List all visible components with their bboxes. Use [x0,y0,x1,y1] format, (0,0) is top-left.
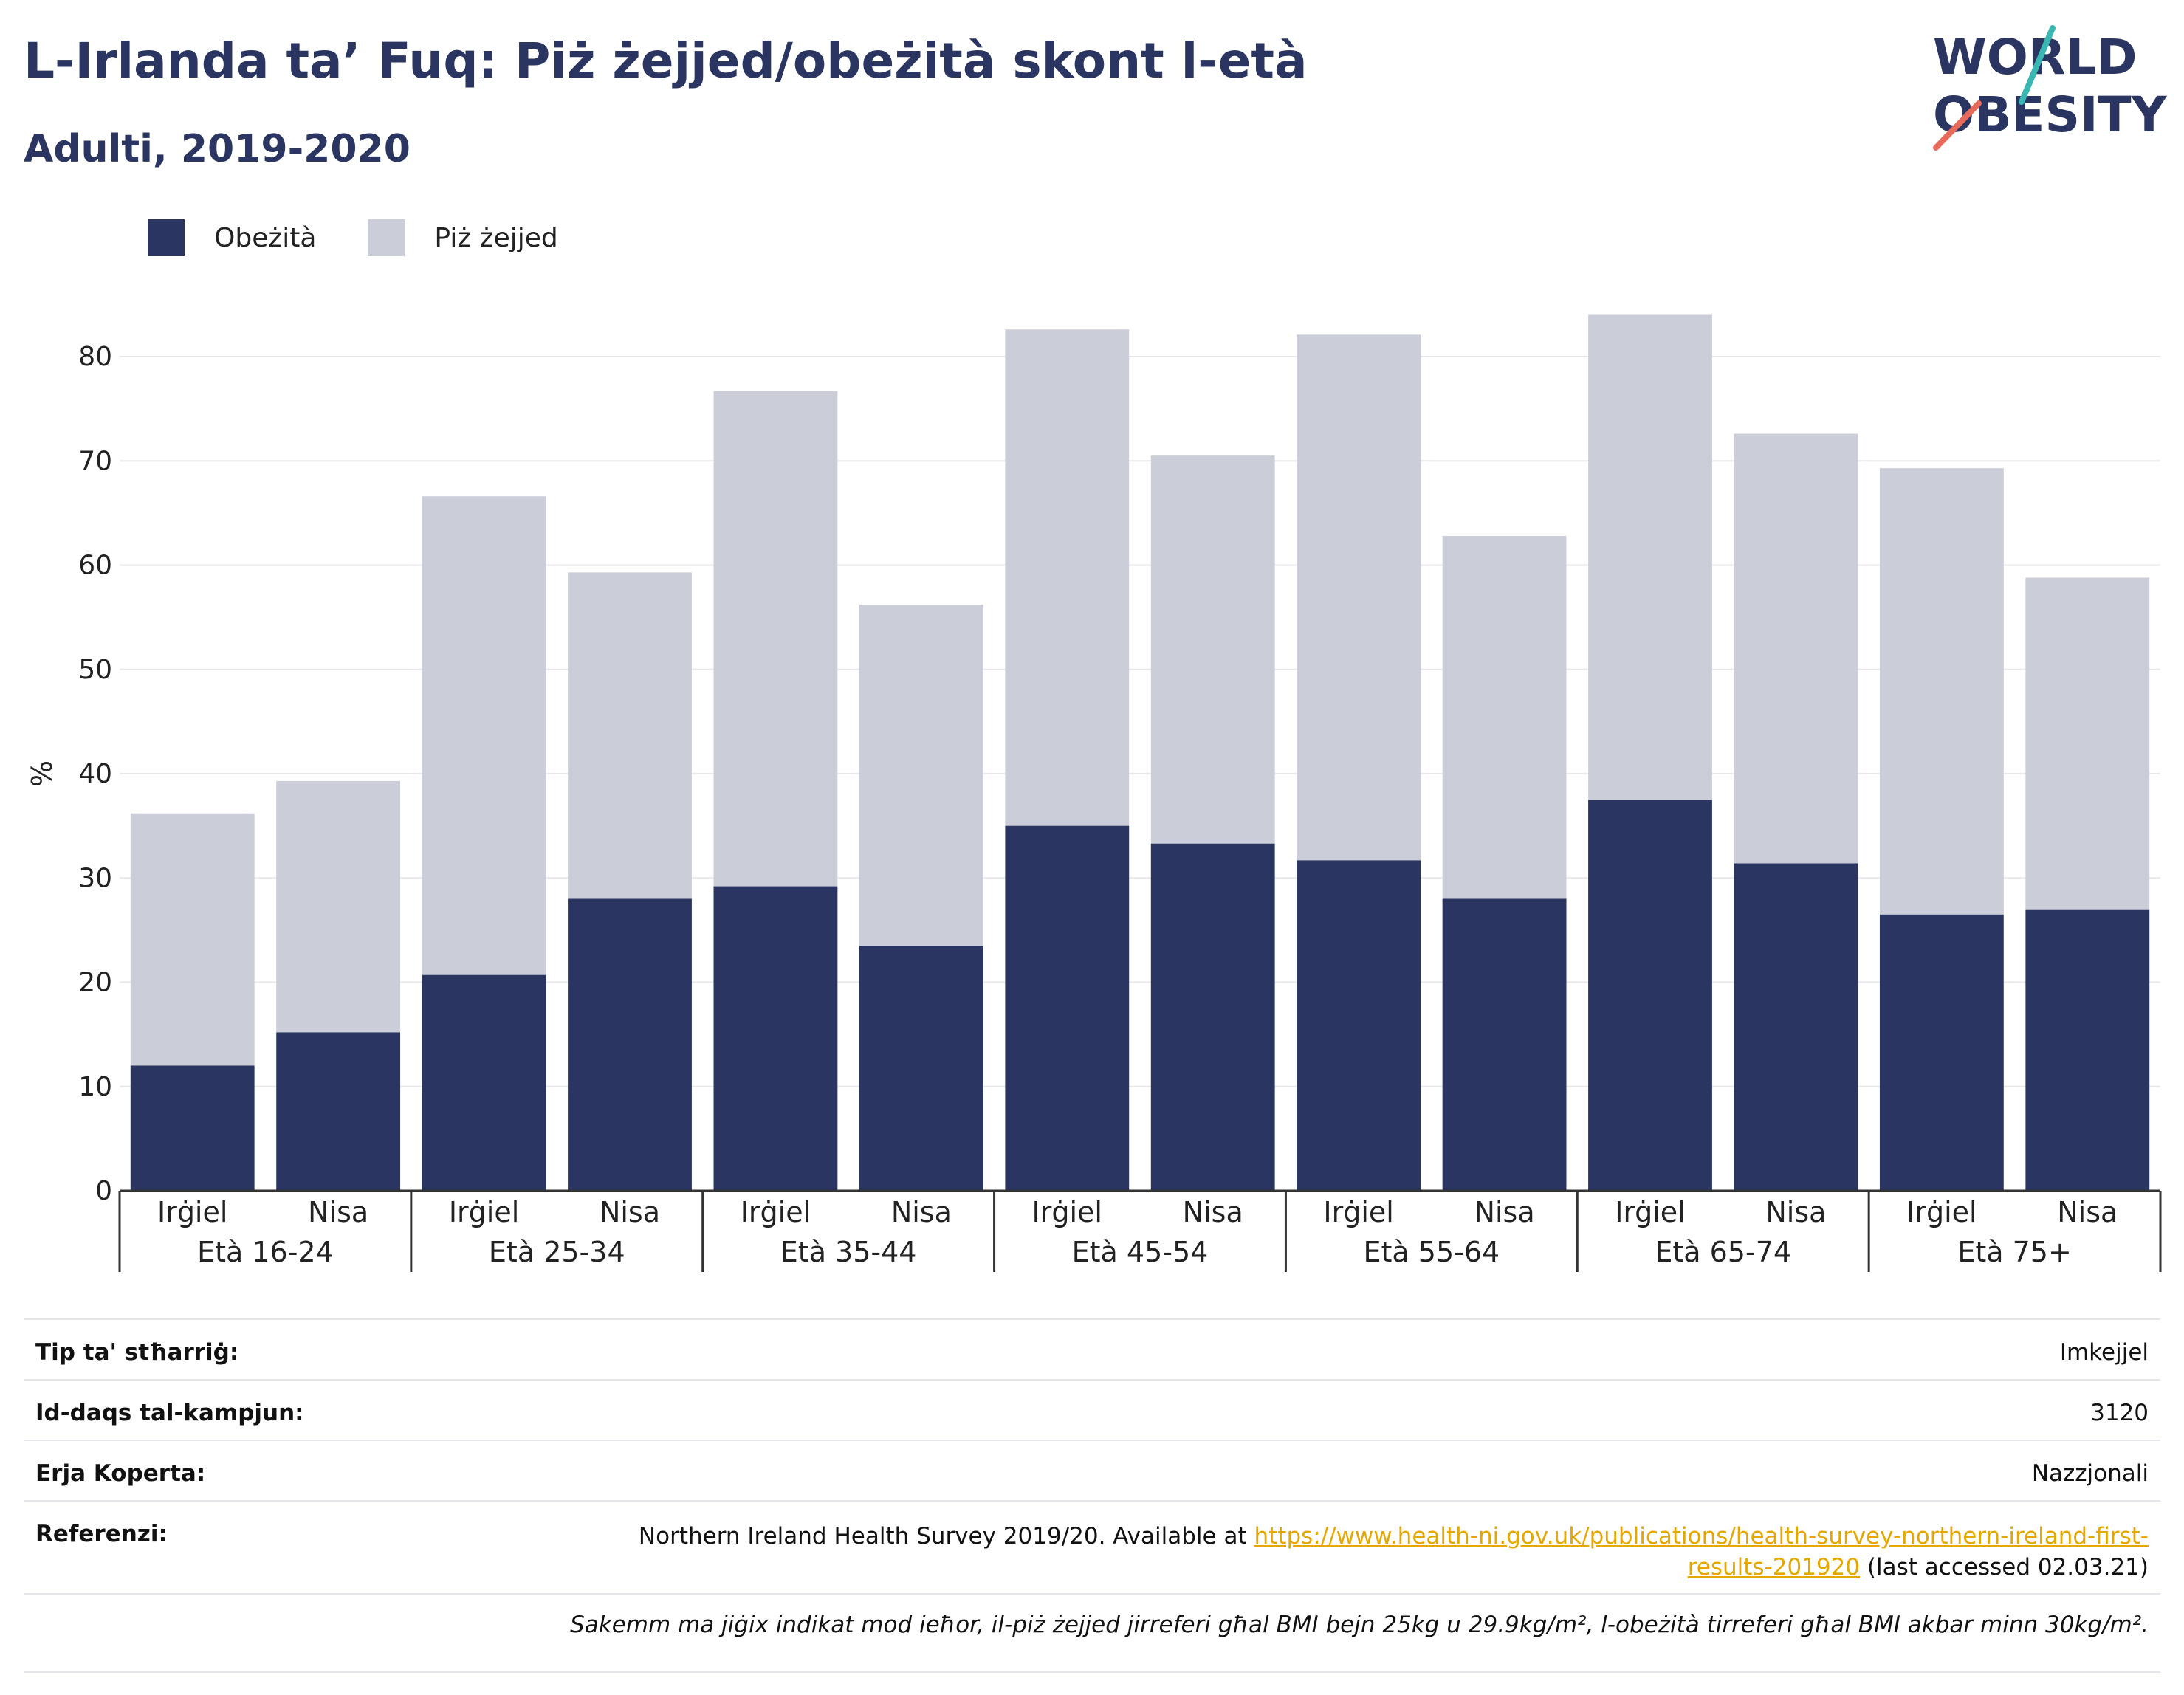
x-tick-label: Nisa [1765,1196,1826,1228]
bar-obesity [1150,843,1275,1191]
bar-obesity [859,946,983,1191]
group-label: Età 16-24 [197,1236,334,1268]
y-tick-label: 40 [78,759,112,789]
meta-references-label: Referenzi: [35,1521,168,1547]
y-tick-label: 30 [78,863,112,893]
bar-overweight [859,605,983,946]
bar-obesity [2025,909,2150,1191]
logo-line2: OBESITY [1933,86,2168,143]
references-link-2[interactable]: results-201920 [1687,1554,1861,1581]
x-tick-label: Nisa [2057,1196,2118,1228]
y-tick-label: 70 [78,446,112,476]
x-tick-label: Irġiel [1032,1196,1102,1228]
bar-overweight [1297,334,1421,861]
meta-sample-size-value: 3120 [2090,1400,2149,1426]
bar-obesity [713,886,838,1191]
group-label: Età 45-54 [1072,1236,1209,1268]
logo-accent-teal [2019,25,2056,105]
x-tick-label: Nisa [891,1196,952,1228]
page-subtitle: Adulti, 2019-2020 [24,127,411,171]
x-tick-label: Irġiel [741,1196,811,1228]
bar-overweight [422,496,546,975]
references-link-1[interactable]: https://www.health-ni.gov.uk/publication… [1254,1523,2149,1550]
references-text: Northern Ireland Health Survey 2019/20. … [638,1523,1254,1550]
bar-obesity [422,974,546,1191]
bar-overweight [2025,577,2150,910]
legend-swatch-obesity [148,219,185,256]
logo-accent-coral [1933,100,1982,151]
x-tick-label: Nisa [600,1196,660,1228]
meta-row-area: Erja Koperta: Nazzjonali [24,1440,2160,1502]
bar-overweight [130,813,255,1066]
meta-survey-type-value: Imkejjel [2059,1339,2149,1366]
group-label: Età 65-74 [1655,1236,1791,1268]
meta-area-label: Erja Koperta: [35,1460,206,1487]
meta-sample-size-label: Id-daqs tal-kampjun: [35,1400,304,1426]
x-tick-label: Irġiel [1906,1196,1977,1228]
bar-overweight [276,780,401,1033]
references-suffix: (last accessed 02.03.21) [1860,1554,2149,1581]
group-label: Età 75+ [1957,1236,2071,1268]
footnote: Sakemm ma jiġix indikat mod ieħor, il-pi… [570,1612,2149,1638]
x-tick-label: Irġiel [1615,1196,1685,1228]
meta-references-value: Northern Ireland Health Survey 2019/20. … [639,1521,2149,1583]
y-tick-label: 0 [95,1176,112,1206]
bar-obesity [1879,914,2004,1191]
x-tick-label: Irġiel [1323,1196,1393,1228]
bar-obesity [568,898,692,1191]
bar-obesity [1297,860,1421,1191]
bar-overweight [568,572,692,899]
bar-overweight [1879,468,2004,915]
x-tick-label: Nisa [308,1196,368,1228]
stacked-bar-chart: 0 10 20 30 40 50 60 70 80% Irġiel Nisa Irġiel Nisa Ir… [26,314,2162,1272]
y-tick-label: 50 [78,655,112,685]
bar-overweight [713,391,838,887]
y-tick-label: 10 [78,1072,112,1102]
bar-overweight [1005,329,1130,826]
x-tick-label: Nisa [1474,1196,1535,1228]
x-tick-label: Nisa [1183,1196,1243,1228]
group-label: Età 35-44 [780,1236,917,1268]
bottom-divider [24,1671,2160,1673]
page-title: L-Irlanda ta’ Fuq: Piż żejjed/obeżità sk… [24,32,1308,89]
meta-row-sample-size: Id-daqs tal-kampjun: 3120 [24,1379,2160,1441]
meta-survey-type-label: Tip ta' stħarriġ: [35,1339,239,1366]
y-tick-label: 20 [78,968,112,998]
bar-overweight [1150,455,1275,844]
bar-obesity [1734,863,1858,1191]
x-tick-label: Irġiel [157,1196,227,1228]
group-label: Età 55-64 [1364,1236,1500,1268]
meta-row-references: Referenzi: Northern Ireland Health Surve… [24,1500,2160,1595]
bar-obesity [276,1032,401,1191]
legend-swatch-overweight [368,219,405,256]
meta-area-value: Nazzjonali [2031,1460,2149,1487]
bar-overweight [1734,433,1858,864]
legend: Obeżità Piż żejjed [148,219,610,257]
x-tick-label: Irġiel [449,1196,519,1228]
bar-overweight [1588,314,1712,800]
group-label: Età 25-34 [489,1236,625,1268]
bar-obesity [1005,825,1130,1191]
bar-obesity [130,1065,255,1191]
y-tick-label: 80 [78,342,112,372]
world-obesity-logo: WORLD OBESITY [1933,25,2168,151]
meta-row-survey-type: Tip ta' stħarriġ: Imkejjel [24,1318,2160,1381]
y-axis-title: % [26,760,58,787]
bar-obesity [1442,898,1567,1191]
bar-obesity [1588,800,1712,1191]
meta-divider [24,1593,2160,1596]
legend-label-overweight: Piż żejjed [434,222,558,253]
legend-label-obesity: Obeżità [214,222,317,253]
y-tick-label: 60 [78,551,112,581]
bar-overweight [1442,535,1567,899]
